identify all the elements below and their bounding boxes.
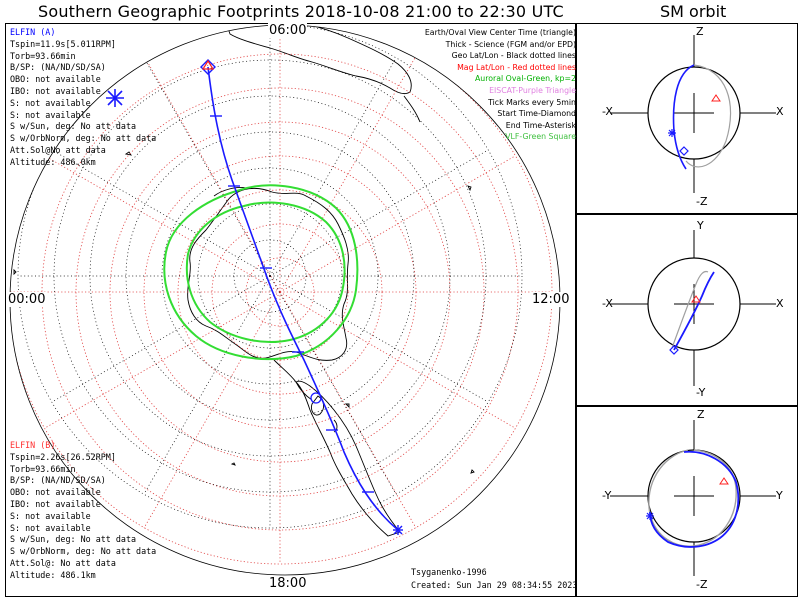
legend-item: VLF-Green Square: [505, 132, 576, 142]
info-line: Tspin=2.26s[26.52RPM]: [10, 451, 116, 462]
info-line: Torb=93.66min: [10, 50, 76, 61]
continent-outlines: [13, 25, 475, 537]
orbit-panel-xz: [576, 23, 798, 214]
elfin-a-track: [207, 66, 399, 531]
view-center-triangle: [201, 59, 215, 70]
elfin-b-start: [310, 392, 322, 404]
info-line: Att.Sol@No att data: [10, 144, 106, 155]
legend-item: Start Time-Diamond: [497, 109, 576, 119]
info-line: OBO: not available: [10, 487, 101, 498]
axis-label-right: X: [776, 297, 784, 310]
mlt-label-top: 06:00: [268, 23, 308, 38]
info-line: B/SP: (NA/ND/SD/SA): [10, 62, 106, 73]
axis-label-left: -Y: [602, 489, 612, 502]
mlt-label-bottom: 18:00: [268, 576, 308, 591]
orbit-title: SM orbit: [660, 2, 727, 21]
legend-item: Earth/Oval View Center Time (triangle): [424, 28, 576, 37]
mlt-label-left: 00:00: [7, 292, 47, 307]
orbit-plot-xy: [610, 230, 776, 386]
info-line: S w/Sun, deg: No att data: [10, 121, 137, 132]
orbit-panel-xy: [576, 214, 798, 406]
eiscat-marker: [106, 89, 124, 107]
elfin-a-name: ELFIN (A): [10, 27, 56, 37]
auroral-oval: [163, 184, 359, 361]
info-line: S w/OrbNorm, deg: No att data: [10, 546, 157, 557]
legend-item: End Time-Asterisk: [505, 120, 576, 130]
page-title: Southern Geographic Footprints 2018-10-0…: [38, 2, 564, 21]
axis-label-top: Z: [696, 25, 704, 38]
orbit-plot-yz: [610, 420, 776, 576]
elfin-b-info: ELFIN (B) Tspin=2.26s[26.52RPM] Torb=93.…: [10, 440, 156, 582]
info-line: S: not available: [10, 97, 91, 108]
axis-label-right: X: [776, 105, 784, 118]
geo-grid: [17, 25, 523, 529]
info-line: S w/Sun, deg: No att data: [10, 534, 137, 545]
axis-label-right: Y: [776, 489, 783, 502]
legend-item: Geo Lat/Lon - Black dotted lines: [451, 51, 576, 61]
axis-label-left: -X: [602, 105, 613, 118]
info-line: Altitude: 486.0km: [10, 156, 96, 167]
created-label: Created: Sun Jan 29 08:34:55 2023: [411, 580, 578, 590]
legend-item: Auroral Oval-Green, kp=2: [474, 74, 576, 84]
info-line: S: not available: [10, 510, 91, 521]
info-line: Tspin=11.9s[5.011RPM]: [10, 38, 116, 49]
end-marker: [393, 525, 403, 535]
legend-item: EISCAT-Purple Triangle: [489, 85, 576, 95]
axis-label-bottom: -Z: [696, 578, 708, 591]
info-line: B/SP: (NA/ND/SD/SA): [10, 475, 106, 486]
legend-item: Thick - Science (FGM and/or EPD): [445, 39, 576, 49]
orbit-panel-yz: [576, 406, 798, 597]
info-line: Altitude: 486.1km: [10, 569, 96, 580]
map-legend: Earth/Oval View Center Time (triangle) T…: [425, 27, 576, 143]
model-label: Tsyganenko-1996: [411, 567, 487, 577]
info-line: OBO: not available: [10, 74, 101, 85]
track-ticks: [210, 115, 374, 493]
info-line: S: not available: [10, 109, 91, 120]
info-line: S: not available: [10, 522, 91, 533]
axis-label-left: -X: [602, 297, 613, 310]
axis-label-bottom: -Y: [696, 386, 706, 399]
legend-item: Tick Marks every 5min: [488, 97, 576, 107]
start-marker: [200, 59, 216, 75]
info-line: Torb=93.66min: [10, 463, 76, 474]
orbit-plot-xz: [610, 35, 776, 193]
info-line: IBO: not available: [10, 85, 101, 96]
axis-label-top: Y: [697, 219, 704, 232]
info-line: IBO: not available: [10, 498, 101, 509]
info-line: Att.Sol@: No att data: [10, 557, 116, 568]
axis-label-bottom: -Z: [696, 195, 708, 208]
elfin-a-info: ELFIN (A) Tspin=11.9s[5.011RPM] Torb=93.…: [10, 27, 156, 169]
info-line: S w/OrbNorm, deg: No att data: [10, 133, 157, 144]
elfin-b-name: ELFIN (B): [10, 440, 56, 450]
mlt-label-right: 12:00: [531, 292, 571, 307]
legend-item: Mag Lat/Lon - Red dotted lines: [457, 62, 576, 72]
axis-label-top: Z: [697, 408, 705, 421]
